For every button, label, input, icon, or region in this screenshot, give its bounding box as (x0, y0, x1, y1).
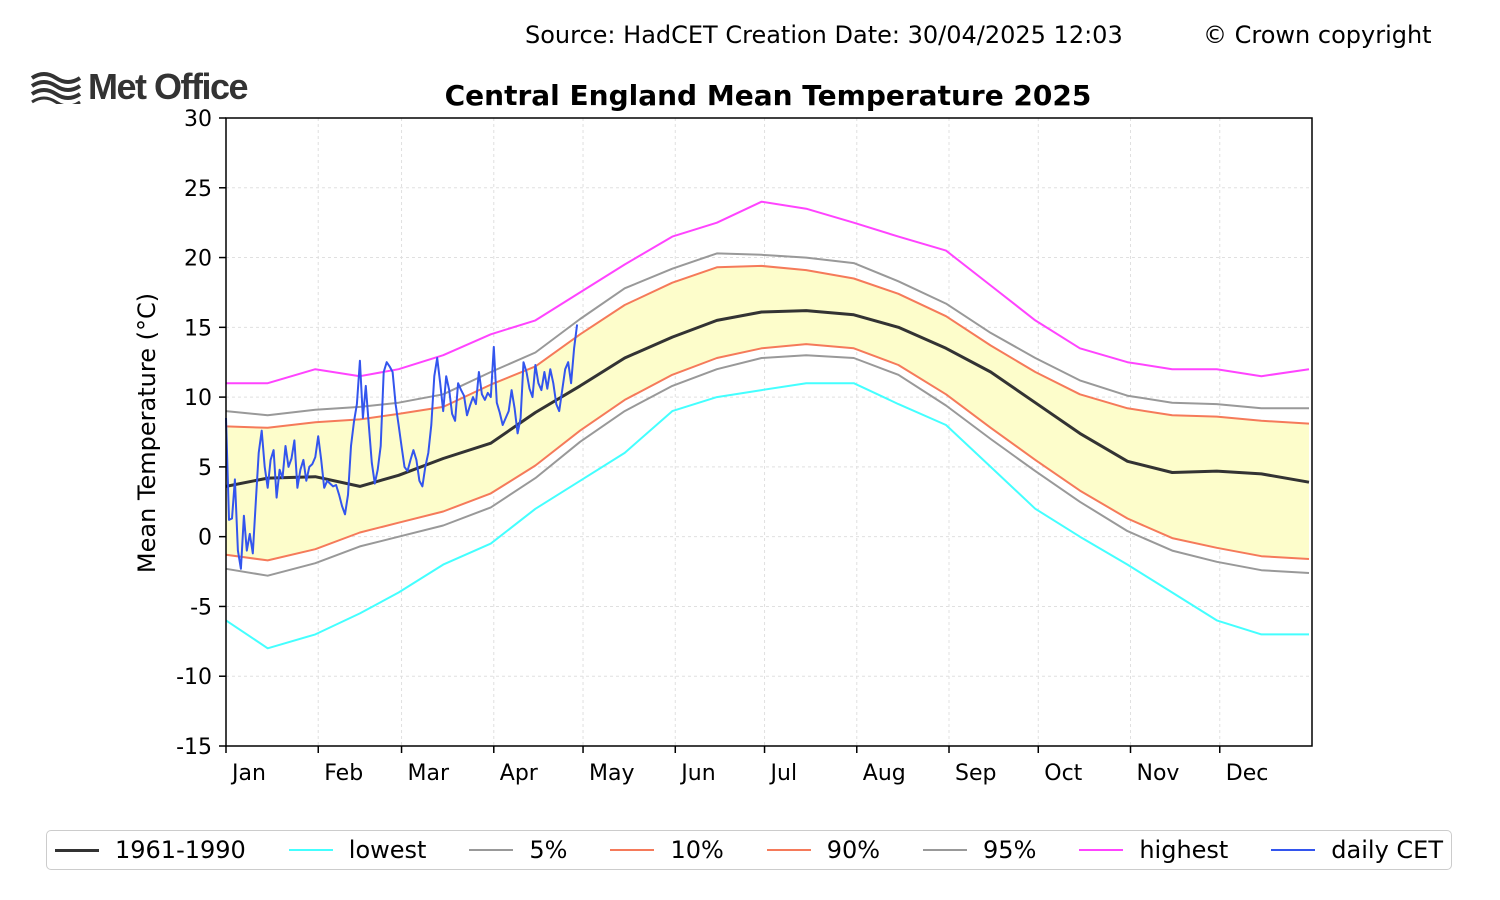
x-tick-label: Jul (769, 761, 798, 786)
legend-label: 10% (670, 836, 724, 864)
legend-item: 5% (469, 836, 567, 864)
series-line-normal (225, 309, 1310, 488)
y-tick-label: 30 (184, 107, 212, 132)
y-tick-label: 5 (198, 456, 212, 481)
y-axis-label: Mean Temperature (°C) (133, 293, 161, 573)
legend-item: 10% (610, 836, 724, 864)
y-tick-label: -5 (190, 595, 212, 620)
legend-swatch (610, 849, 655, 851)
chart-legend: 1961-1990 lowest 5% 10% 90% 95% highest daily C… (46, 830, 1452, 870)
legend-item: 90% (766, 836, 881, 864)
legend-label: 90% (826, 836, 881, 864)
chart-title: Central England Mean Temperature 2025 (445, 79, 1092, 112)
legend-item: 95% (923, 836, 1036, 864)
y-tick-label: -10 (176, 665, 212, 690)
x-tick-label: Nov (1137, 761, 1180, 786)
legend-swatch (469, 849, 514, 851)
legend-swatch (923, 849, 968, 851)
y-tick-label: 25 (184, 177, 212, 202)
x-tick-label: Apr (500, 761, 539, 786)
x-tick-label: Jan (230, 761, 266, 786)
series-line-daily-cet (225, 324, 579, 570)
y-tick-label: 20 (184, 247, 212, 272)
legend-item: 1961-1990 (55, 836, 246, 864)
legend-label: 1961-1990 (115, 836, 246, 864)
legend-swatch (766, 849, 811, 851)
x-tick-label: Oct (1044, 761, 1082, 786)
legend-label: highest (1139, 836, 1229, 864)
met-office-logo: Met Office (30, 66, 249, 108)
y-tick-label: 15 (184, 316, 212, 341)
source-creation-text: Source: HadCET Creation Date: 30/04/2025… (525, 21, 1123, 49)
legend-item: daily CET (1271, 836, 1443, 864)
legend-label: 5% (529, 836, 568, 864)
legend-label: lowest (348, 836, 427, 864)
x-tick-label: Dec (1226, 761, 1269, 786)
legend-swatch (1079, 849, 1124, 851)
y-tick-label: 0 (198, 526, 212, 551)
x-tick-label: Sep (955, 761, 996, 786)
x-tick-label: Mar (408, 761, 450, 786)
legend-item: lowest (288, 836, 427, 864)
wave-logo-icon (30, 72, 82, 104)
percentile-band (226, 265, 1309, 561)
legend-item: highest (1079, 836, 1228, 864)
plot-area: 30 25 20 15 10 5 0 -5 -10 -15 Jan Feb Mar Apr May Jun Ju… (176, 107, 1313, 786)
legend-label: 95% (983, 836, 1037, 864)
legend-swatch (55, 848, 99, 852)
series-line-p95 (225, 252, 1309, 417)
x-tick-label: Jun (679, 761, 715, 786)
legend-label: daily CET (1331, 836, 1443, 864)
y-tick-label: 10 (184, 386, 212, 411)
copyright-text: © Crown copyright (1203, 21, 1432, 49)
x-tick-label: Aug (863, 761, 906, 786)
legend-swatch (288, 849, 333, 851)
series-line-p90 (225, 264, 1310, 429)
plot-frame (225, 117, 1313, 747)
series-line-p5 (225, 354, 1310, 577)
x-tick-label: Feb (324, 761, 363, 786)
x-tick-label: May (589, 761, 634, 786)
legend-swatch (1271, 849, 1316, 851)
logo-text: Met Office (88, 66, 249, 107)
series-line-highest (226, 200, 1310, 385)
series-line-p10 (225, 343, 1310, 562)
series-line-lowest (225, 382, 1309, 650)
y-tick-label: -15 (176, 735, 212, 760)
